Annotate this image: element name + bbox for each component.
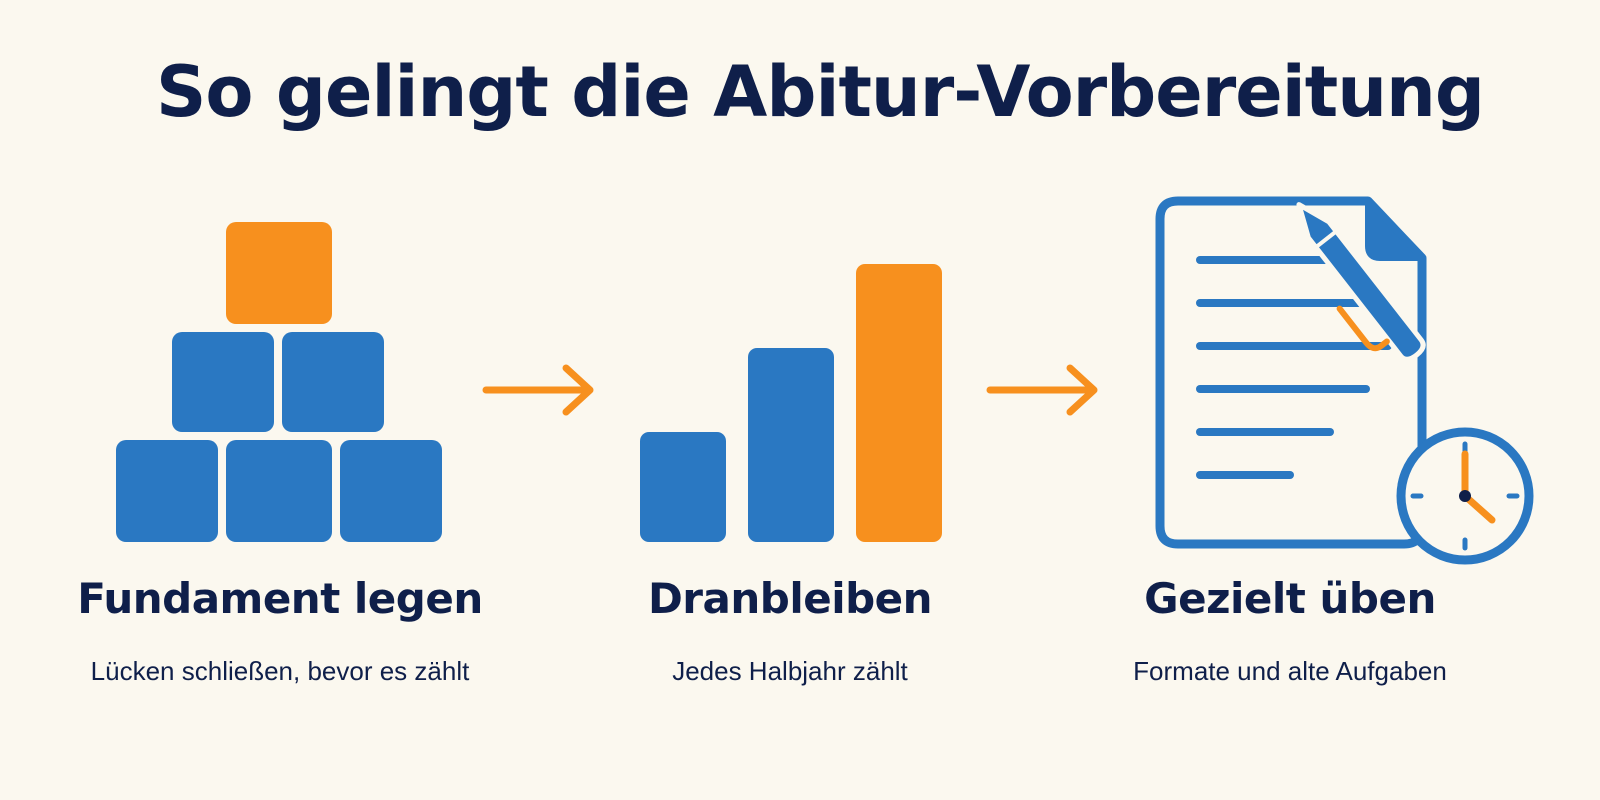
pen-icon: [1296, 202, 1426, 362]
pyramid-bottom-block-right: [340, 440, 442, 542]
pyramid-middle-block-left: [172, 332, 274, 432]
step-1-title: Fundament legen: [77, 574, 483, 623]
block-pyramid-icon: [116, 222, 442, 542]
pyramid-top-block: [226, 222, 332, 324]
arrow-right-icon: [482, 364, 594, 416]
arrow-right-icon: [986, 364, 1098, 416]
page-title: So gelingt die Abitur-Vorbereitung: [156, 51, 1485, 133]
step-3-subtitle: Formate und alte Aufgaben: [1133, 656, 1447, 686]
clock-icon: [1396, 427, 1534, 565]
document-pen-clock-icon: [1155, 196, 1534, 565]
step-2-subtitle: Jedes Halbjahr zählt: [672, 656, 908, 686]
bar-tall: [856, 264, 942, 542]
step-3-title: Gezielt üben: [1144, 574, 1436, 623]
step-1-subtitle: Lücken schließen, bevor es zählt: [90, 656, 470, 686]
pyramid-bottom-block-left: [116, 440, 218, 542]
document-fold: [1365, 198, 1425, 261]
pyramid-middle-block-right: [282, 332, 384, 432]
bar-small: [640, 432, 726, 542]
clock-hands: [1461, 450, 1496, 524]
step-2-title: Dranbleiben: [647, 574, 933, 623]
pyramid-bottom-block-center: [226, 440, 332, 542]
bar-medium: [748, 348, 834, 542]
rising-bars-icon: [640, 264, 942, 542]
